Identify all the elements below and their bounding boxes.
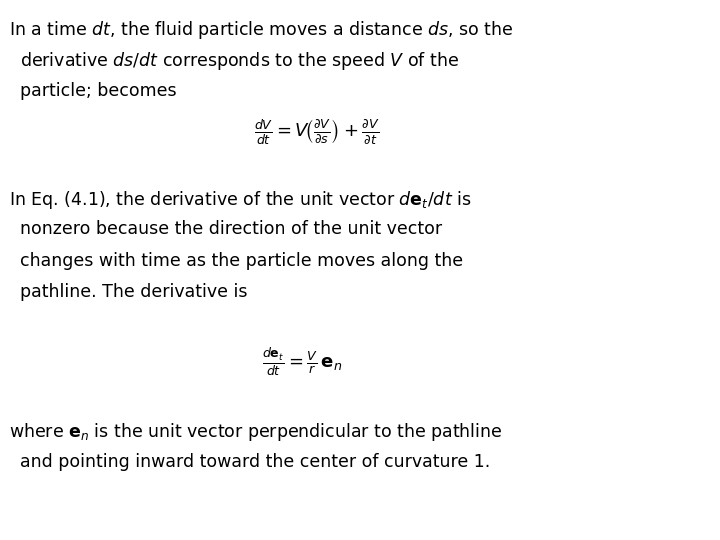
Text: where $\mathbf{e}_n$ is the unit vector perpendicular to the pathline: where $\mathbf{e}_n$ is the unit vector … <box>9 421 503 443</box>
Text: In a time $\mathit{dt}$, the fluid particle moves a distance $\mathit{ds}$, so t: In a time $\mathit{dt}$, the fluid parti… <box>9 19 514 41</box>
Text: derivative $\mathit{ds/dt}$ corresponds to the speed $\mathit{V}$ of the: derivative $\mathit{ds/dt}$ corresponds … <box>9 50 459 72</box>
Text: changes with time as the particle moves along the: changes with time as the particle moves … <box>9 252 464 269</box>
Text: pathline. The derivative is: pathline. The derivative is <box>9 283 248 301</box>
Text: particle; becomes: particle; becomes <box>9 82 177 99</box>
Text: $\frac{d\mathbf{e}_t}{dt} = \frac{V}{r}\,\mathbf{e}_n$: $\frac{d\mathbf{e}_t}{dt} = \frac{V}{r}\… <box>262 346 343 377</box>
Text: $\frac{dV}{dt} = V\!\left(\frac{\partial V}{\partial s}\right) + \frac{\partial : $\frac{dV}{dt} = V\!\left(\frac{\partial… <box>254 117 379 147</box>
Text: In Eq. (4.1), the derivative of the unit vector $\mathit{d}\mathbf{e}_{\mathit{t: In Eq. (4.1), the derivative of the unit… <box>9 189 472 211</box>
Text: and pointing inward toward the center of curvature 1.: and pointing inward toward the center of… <box>9 453 490 470</box>
Text: nonzero because the direction of the unit vector: nonzero because the direction of the uni… <box>9 220 443 238</box>
